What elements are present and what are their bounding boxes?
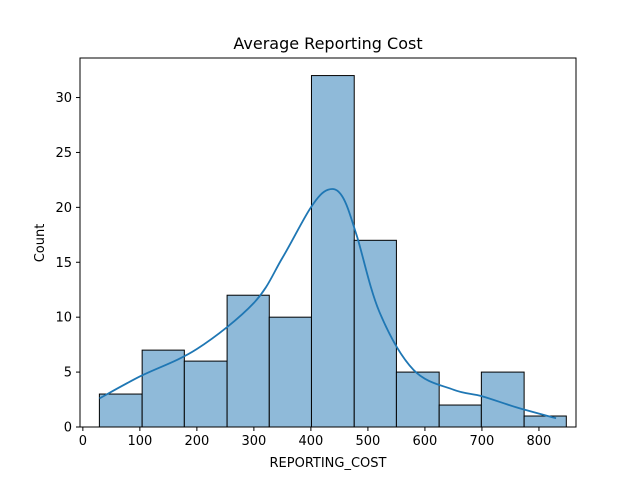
histogram-bar-8	[395, 371, 440, 428]
bars-group	[98, 75, 567, 428]
y-tick-label: 0	[64, 421, 72, 436]
y-axis-label: Count	[33, 224, 48, 263]
y-tick-label: 5	[64, 366, 72, 381]
y-tick-label: 20	[55, 201, 72, 216]
x-tick-label: 100	[127, 434, 152, 449]
x-axis-ticks: 0 100 200 300 400 500 600 700 800	[79, 427, 552, 449]
histogram-bar-4	[226, 294, 270, 428]
x-tick-label: 300	[241, 434, 266, 449]
y-axis-ticks: 0 5 10 15 20 25 30	[55, 91, 80, 436]
kde-curve	[98, 188, 557, 420]
y-tick-label: 30	[55, 91, 72, 106]
histogram-bar-10	[480, 371, 525, 428]
histogram-bar-3	[183, 360, 228, 428]
y-tick-label: 10	[55, 311, 72, 326]
x-tick-label: 200	[184, 434, 209, 449]
y-tick-label: 15	[55, 256, 72, 271]
plot-frame	[79, 57, 577, 428]
y-tick-label: 25	[55, 146, 72, 161]
histogram-bar-2	[141, 349, 185, 428]
x-tick-label: 500	[355, 434, 380, 449]
histogram-bar-11	[523, 415, 567, 428]
histogram-bar-5	[268, 316, 312, 428]
x-axis-label: REPORTING_COST	[270, 456, 387, 471]
x-tick-label: 0	[79, 434, 87, 449]
histogram-bar-6	[310, 75, 355, 428]
x-tick-label: 600	[413, 434, 438, 449]
x-tick-label: 400	[298, 434, 323, 449]
x-tick-label: 800	[527, 434, 552, 449]
histogram-bar-1	[98, 393, 143, 428]
x-tick-label: 700	[470, 434, 495, 449]
chart-title: Average Reporting Cost	[233, 34, 422, 53]
histogram-bar-9	[438, 404, 482, 428]
